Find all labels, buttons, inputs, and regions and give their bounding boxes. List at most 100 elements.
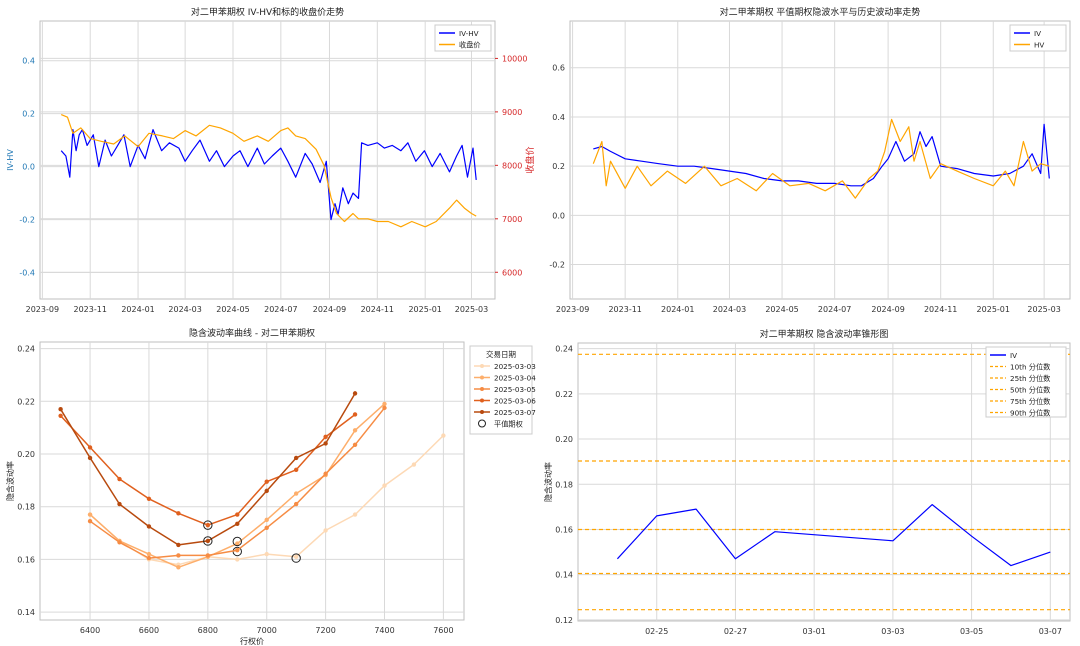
x-tick-label: 2024-03 [713,305,746,314]
data-point [146,524,152,529]
chart-title: 对二甲苯期权 隐含波动率锥形图 [760,328,889,340]
x-tick-label: 2024-09 [871,305,904,314]
x-tick-label: 02-27 [724,627,747,636]
chart-title: 对二甲苯期权 IV-HV和标的收盘价走势 [191,6,344,18]
legend-marker [480,410,484,414]
series-line [593,123,1050,187]
chart-2: 2023-09 2023-11 2024-01 2024-03 2024-05 2024-… [549,6,1071,314]
x-tick-label: 2023-09 [26,305,59,314]
series-2 [592,118,1050,199]
legend-label: 90th 分位数 [1010,409,1050,418]
x-tick-label: 2024-11 [361,305,394,314]
data-point [176,511,181,516]
x-axis-label: 行权价 [240,636,264,646]
legend-box [985,346,1067,418]
x-tick-label: 2023-09 [556,305,589,314]
data-point [146,496,152,501]
x-tick-label: 6600 [139,626,159,635]
legend-label: 平值期权 [494,420,523,429]
y-tick-label: 0.20 [555,435,573,444]
series-3 [87,405,387,561]
series-4 [58,412,358,530]
legend-label: IV [1010,351,1017,360]
atm-marker [232,536,242,547]
legend-label: IV-HV [459,29,479,38]
legend-label: IV [1034,29,1041,38]
data-point [235,557,240,562]
data-point [235,512,240,517]
x-tick-label: 2025-03 [455,305,488,314]
y-tick-label: 0.24 [555,345,573,354]
x-tick-label: 03-07 [1039,627,1062,636]
y-tick-label: 0.18 [17,503,35,512]
series-line [592,118,1050,199]
legend: IV HV [1009,24,1067,52]
x-tick-label: 2024-01 [121,305,154,314]
data-point [382,483,387,488]
series-5 [58,391,358,548]
data-point [352,412,358,417]
legend-marker [480,375,484,380]
chart-4: 02-25 02-27 03-01 03-03 03-05 03-07 0.12 0.14 0.… [543,328,1071,636]
y-right-tick-label: 10000 [502,54,527,63]
data-point [87,455,93,461]
series-2 [60,114,477,228]
y-tick-label: 0.4 [552,113,565,122]
plot-area [569,20,1071,300]
data-point [87,512,93,517]
data-point [146,551,152,557]
x-tick-label: 2024-03 [168,305,201,314]
x-tick-label: 7200 [315,626,335,635]
legend-box [434,24,492,52]
legend-label: HV [1034,41,1044,50]
legend-atm-marker [478,419,486,428]
data-point [323,434,328,440]
y-tick-label: 0.16 [555,525,573,534]
data-point [176,553,181,558]
data-point [323,528,328,533]
series-line [60,129,477,221]
legend-title: 交易日期 [486,349,516,359]
data-point [58,406,63,412]
legend-box [1009,24,1067,52]
y-tick-label: 0.20 [17,450,35,459]
x-tick-label: 2024-01 [661,305,694,314]
data-point [352,512,358,517]
legend-label: 2025-03-05 [494,385,536,394]
x-tick-label: 02-25 [645,627,668,636]
data-point [411,462,417,467]
x-tick-label: 03-03 [881,627,904,636]
legend-label: 50th 分位数 [1010,386,1050,395]
data-point [264,488,269,494]
y-axis-label: 隐含波动率 [5,461,15,501]
x-tick-label: 7600 [433,626,453,635]
data-point [87,518,93,524]
x-tick-label: 2024-07 [264,305,297,314]
legend-label: 25th 分位数 [1010,374,1050,383]
data-point [235,521,240,527]
series-1 [60,129,477,221]
data-point [293,455,299,461]
y-tick-label: 0.2 [552,162,565,171]
plot-area [39,341,465,621]
legend-label: 2025-03-03 [494,362,536,371]
x-tick-label: 7400 [374,626,394,635]
y-tick-label: 0.12 [555,616,573,625]
y-tick-label: 0.4 [22,57,35,66]
data-point [205,538,211,544]
series-line [616,504,1051,567]
x-tick-label: 2024-11 [924,305,957,314]
legend-label: 2025-03-04 [494,374,536,383]
x-tick-label: 6800 [198,626,218,635]
data-point [293,501,299,507]
y-tick-label: 0.16 [17,555,35,564]
y-tick-label: 0.24 [17,345,35,354]
data-point [235,547,240,553]
data-point [352,391,358,396]
legend-marker [480,398,484,403]
legend-label: 收盘价 [459,41,481,50]
data-point [323,471,328,476]
x-tick-label: 7000 [257,626,277,635]
y-tick-label: 0.14 [555,571,573,580]
